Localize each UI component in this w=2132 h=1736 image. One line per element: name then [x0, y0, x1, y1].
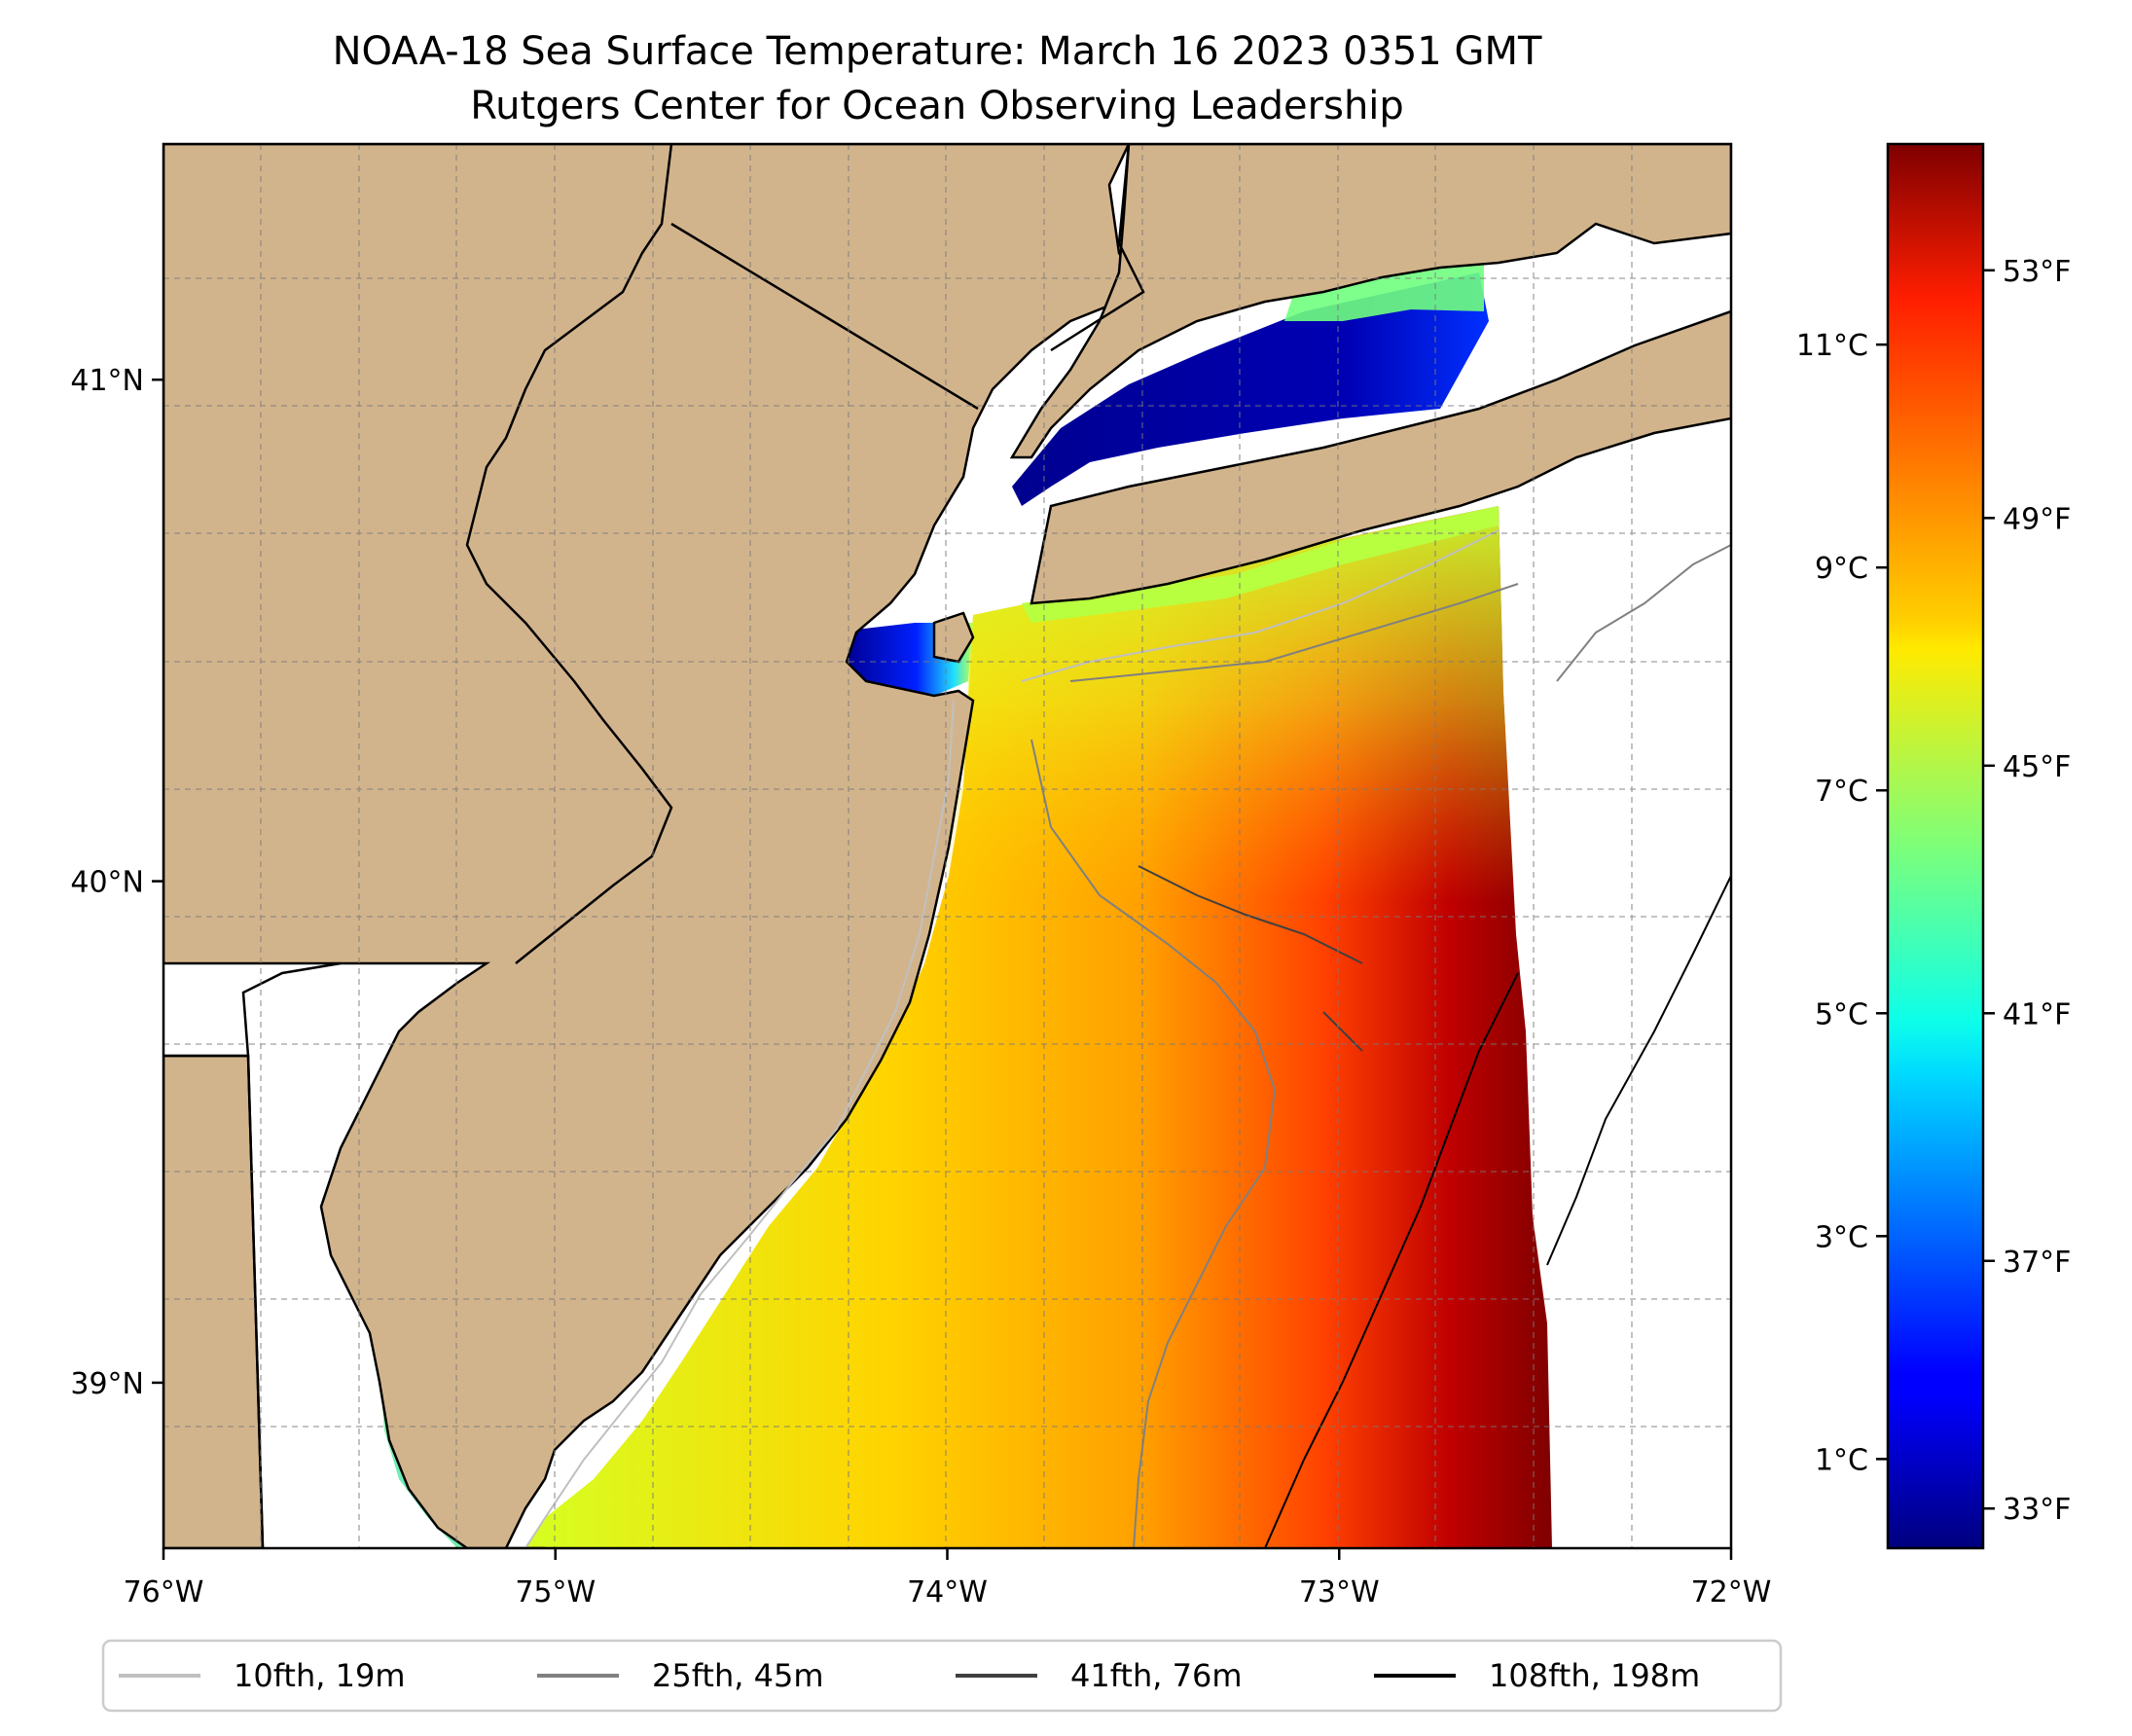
y-tick-label: 40°N — [70, 866, 144, 900]
map-area — [163, 144, 1731, 1548]
colorbar-celsius-ticks: 1°C 3°C 5°C 7°C 9°C 11°C — [1796, 329, 1888, 1477]
sst-swath — [379, 506, 1552, 1548]
isobath-45m — [1030, 739, 1277, 1548]
legend-box — [101, 1639, 1783, 1713]
colorbar-gradient — [1886, 142, 1985, 1550]
state-borders — [163, 144, 1145, 1548]
x-tick-label: 74°W — [907, 1575, 988, 1609]
colorbar-fahrenheit-label: 33°F — [2003, 1493, 2071, 1527]
colorbar-celsius-label: 11°C — [1796, 329, 1868, 363]
colorbar: 1°C 3°C 5°C 7°C 9°C 11°C 33°F 37°F 41°F 45°F 49°F… — [1796, 142, 2071, 1550]
colorbar-fahrenheit-label: 53°F — [2003, 255, 2071, 289]
y-axis: 41°N 40°N 39°N — [70, 364, 163, 1401]
y-tick-label: 41°N — [70, 364, 144, 398]
legend-label: 41fth, 76m — [1070, 1657, 1242, 1694]
x-tick-label: 76°W — [124, 1575, 204, 1609]
colorbar-fahrenheit-label: 49°F — [2003, 502, 2071, 536]
legend: 10fth, 19m 25fth, 45m 41fth, 76m 108fth, 19… — [101, 1639, 1783, 1713]
colorbar-fahrenheit-label: 45°F — [2003, 750, 2071, 784]
colorbar-celsius-label: 3°C — [1815, 1220, 1868, 1254]
x-axis: 76°W 75°W 74°W 73°W 72°W — [124, 1548, 1772, 1609]
title-line-1: NOAA-18 Sea Surface Temperature: March 1… — [333, 29, 1542, 74]
colorbar-fahrenheit-ticks: 33°F 37°F 41°F 45°F 49°F 53°F — [1983, 255, 2071, 1527]
isobaths — [524, 529, 1731, 1548]
gridlines — [163, 144, 1731, 1548]
colorbar-celsius-label: 5°C — [1815, 997, 1868, 1031]
isobath-19m — [524, 700, 955, 1548]
x-tick-label: 73°W — [1299, 1575, 1380, 1609]
legend-label: 108fth, 198m — [1489, 1657, 1700, 1694]
colorbar-fahrenheit-label: 37°F — [2003, 1246, 2071, 1280]
legend-label: 25fth, 45m — [652, 1657, 823, 1694]
isobath-198m — [1264, 972, 1519, 1548]
colorbar-celsius-label: 7°C — [1815, 775, 1868, 809]
isobath-76m — [1138, 865, 1363, 964]
long-island-sound-sst — [1012, 272, 1489, 506]
title-line-2: Rutgers Center for Ocean Observing Leade… — [470, 84, 1404, 128]
legend-label: 10fth, 19m — [234, 1657, 405, 1694]
x-tick-label: 72°W — [1691, 1575, 1772, 1609]
colorbar-celsius-label: 9°C — [1815, 552, 1868, 586]
land — [163, 144, 1731, 1548]
colorbar-fahrenheit-label: 41°F — [2003, 997, 2071, 1031]
y-tick-label: 39°N — [70, 1367, 144, 1401]
x-tick-label: 75°W — [515, 1575, 596, 1609]
colorbar-celsius-label: 1°C — [1815, 1443, 1868, 1477]
